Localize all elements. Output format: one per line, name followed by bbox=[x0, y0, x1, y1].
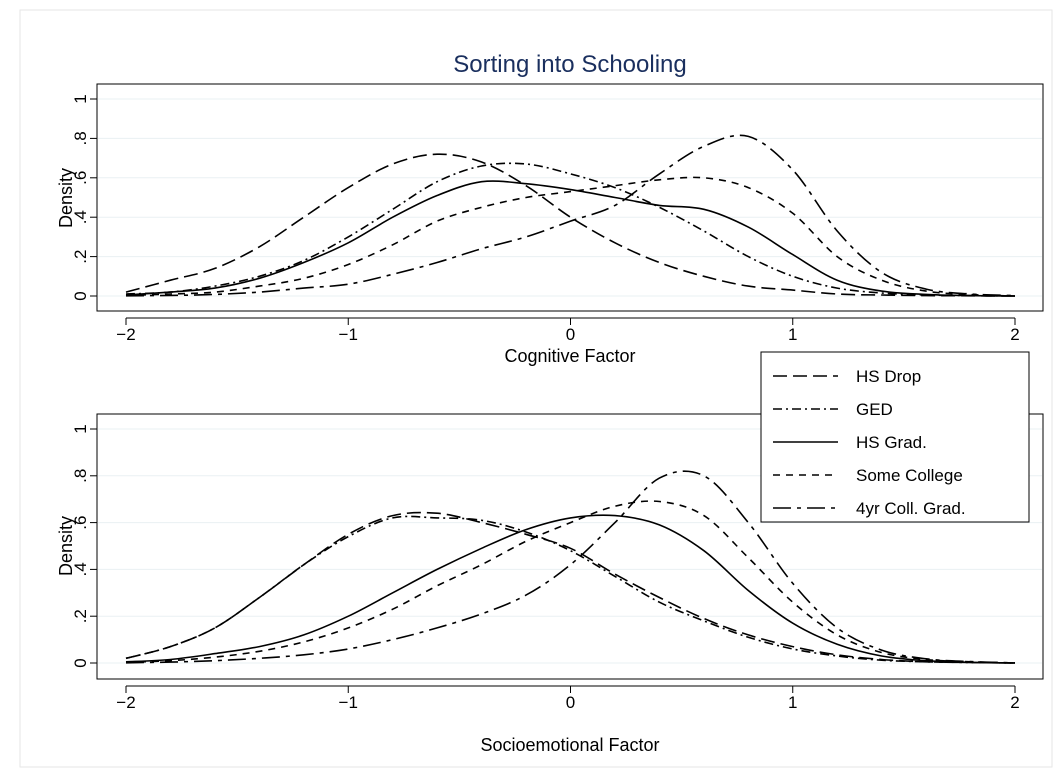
legend-label: 4yr Coll. Grad. bbox=[856, 499, 966, 518]
socioemotional-x-tick-label: 0 bbox=[566, 693, 575, 712]
cognitive-x-tick-label: −2 bbox=[116, 325, 135, 344]
chart-title: Sorting into Schooling bbox=[453, 51, 686, 78]
cognitive-y-tick-label: 1 bbox=[71, 94, 90, 103]
legend-box bbox=[760, 351, 1030, 523]
socioemotional-series-some-college bbox=[125, 500, 1016, 664]
legend-label: HS Drop bbox=[856, 367, 921, 386]
cognitive-x-tick-label: −1 bbox=[339, 325, 358, 344]
socioemotional-y-tick-label: .6 bbox=[71, 516, 90, 530]
cognitive-y-tick-label: .6 bbox=[71, 171, 90, 185]
cognitive-y-tick-label: .8 bbox=[71, 131, 90, 145]
legend-label: Some College bbox=[856, 466, 963, 485]
socioemotional-x-tick-label: −2 bbox=[116, 693, 135, 712]
cognitive-x-tick-label: 1 bbox=[788, 325, 797, 344]
cognitive-series-4yr-coll-grad bbox=[125, 134, 1016, 297]
cognitive-series-some-college bbox=[125, 176, 1016, 297]
cognitive-y-axis-title: Density bbox=[56, 168, 76, 228]
socioemotional-y-tick-label: .8 bbox=[71, 469, 90, 483]
cognitive-series-hs-grad bbox=[125, 180, 1016, 297]
legend-label: HS Grad. bbox=[856, 433, 927, 452]
socioemotional-series-hs-drop bbox=[125, 511, 1016, 664]
socioemotional-y-tick-label: .4 bbox=[71, 562, 90, 576]
socioemotional-x-tick-label: 1 bbox=[788, 693, 797, 712]
socioemotional-y-tick-label: .2 bbox=[71, 609, 90, 623]
cognitive-y-tick-label: .4 bbox=[71, 210, 90, 224]
socioemotional-series-4yr-coll-grad bbox=[125, 470, 1016, 664]
socioemotional-y-tick-label: 0 bbox=[71, 658, 90, 667]
socioemotional-y-axis-title: Density bbox=[56, 516, 76, 576]
cognitive-x-tick-label: 2 bbox=[1010, 325, 1019, 344]
socioemotional-x-tick-label: 2 bbox=[1010, 693, 1019, 712]
cognitive-panel: Cognitive Factor Density 0 .2 .4 .6 .8 1 −2 −1 0… bbox=[56, 83, 1044, 366]
socioemotional-y-tick-label: 1 bbox=[71, 424, 90, 433]
cognitive-x-axis-title: Cognitive Factor bbox=[504, 346, 635, 366]
cognitive-series-hs-drop bbox=[125, 153, 1016, 297]
socioemotional-x-axis-title: Socioemotional Factor bbox=[480, 735, 659, 755]
cognitive-y-tick-label: 0 bbox=[71, 291, 90, 300]
socioemotional-series-hs-grad bbox=[125, 514, 1016, 664]
legend-label: GED bbox=[856, 400, 893, 419]
cognitive-y-tick-label: .2 bbox=[71, 250, 90, 264]
cognitive-x-tick-label: 0 bbox=[566, 325, 575, 344]
socioemotional-x-tick-label: −1 bbox=[339, 693, 358, 712]
cognitive-plot-area bbox=[96, 83, 1044, 312]
legend: HS Drop GED HS Grad. Some College 4yr Coll. … bbox=[760, 351, 1030, 523]
